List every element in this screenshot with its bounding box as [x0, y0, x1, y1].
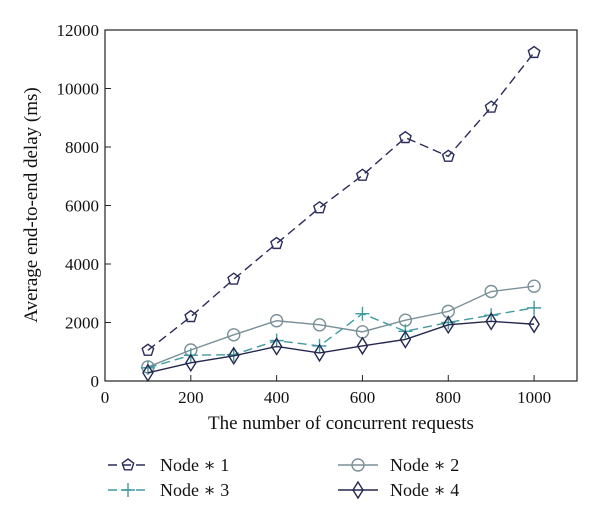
x-tick-label: 0: [101, 388, 110, 407]
y-axis-title: Average end-to-end delay (ms): [21, 87, 42, 322]
legend-entry: Node ∗ 3: [108, 480, 229, 500]
data-point: [313, 343, 326, 363]
data-point: [227, 346, 240, 366]
data-point: [142, 363, 154, 383]
data-point: [227, 328, 241, 342]
data-point: [399, 330, 412, 349]
x-tick-label: 1000: [517, 388, 551, 407]
legend-marker: [352, 480, 364, 500]
y-axis: 0 2000 4000 6000 8000 10000 12000: [57, 21, 111, 391]
series-node-3: [140, 300, 542, 375]
data-point: [270, 236, 284, 250]
y-tick-label: 10000: [57, 80, 100, 99]
y-tick-label: 0: [91, 372, 100, 391]
data-point: [484, 100, 498, 113]
data-point: [528, 314, 540, 334]
legend-label: Node ∗ 3: [160, 480, 229, 500]
x-axis-title: The number of concurrent requests: [208, 413, 474, 434]
data-point: [355, 168, 369, 181]
series-line: [147, 307, 535, 369]
data-point: [398, 130, 412, 144]
legend-entry: Node ∗ 1: [108, 455, 229, 475]
series-layer: [140, 45, 542, 383]
data-point: [527, 279, 541, 293]
series-line: [147, 285, 535, 368]
x-tick-label: 200: [178, 388, 204, 407]
data-point: [441, 149, 455, 162]
data-point: [527, 300, 542, 315]
series-node-1: [141, 45, 541, 356]
y-tick-label: 6000: [65, 197, 99, 216]
legend: Node ∗ 1 Node ∗ 2 Node ∗ 3 Node ∗ 4: [108, 455, 459, 500]
data-point: [484, 284, 498, 299]
y-tick-label: 8000: [65, 138, 99, 157]
data-point: [269, 314, 284, 328]
series-line: [147, 52, 535, 351]
legend-label: Node ∗ 4: [390, 480, 459, 500]
legend-marker: [121, 458, 135, 471]
series-line: [147, 320, 535, 374]
data-point: [313, 200, 327, 214]
x-tick-label: 800: [436, 388, 462, 407]
legend-marker: [351, 458, 365, 472]
data-point: [184, 309, 198, 323]
data-point: [184, 353, 197, 373]
y-tick-label: 2000: [65, 314, 99, 333]
x-axis: 0 200 400 600 800 1000: [101, 375, 551, 407]
legend-label: Node ∗ 2: [390, 455, 459, 475]
data-point: [269, 333, 284, 348]
y-tick-label: 12000: [57, 21, 100, 40]
data-point: [141, 343, 155, 356]
series-node-4: [142, 312, 540, 383]
data-point: [442, 315, 455, 335]
y-tick-label: 4000: [65, 255, 99, 274]
legend-entry: Node ∗ 4: [338, 480, 459, 500]
data-point: [355, 306, 370, 321]
data-point: [527, 45, 541, 59]
data-point: [484, 308, 499, 323]
legend-entry: Node ∗ 2: [338, 455, 459, 475]
series-node-2: [141, 279, 541, 374]
data-point: [356, 336, 369, 356]
data-point: [312, 318, 327, 332]
data-point: [270, 337, 283, 356]
legend-label: Node ∗ 1: [160, 455, 229, 475]
x-tick-label: 600: [350, 388, 376, 407]
data-point: [485, 312, 498, 331]
legend-marker: [121, 483, 135, 497]
x-tick-label: 400: [264, 388, 290, 407]
data-point: [227, 272, 241, 285]
